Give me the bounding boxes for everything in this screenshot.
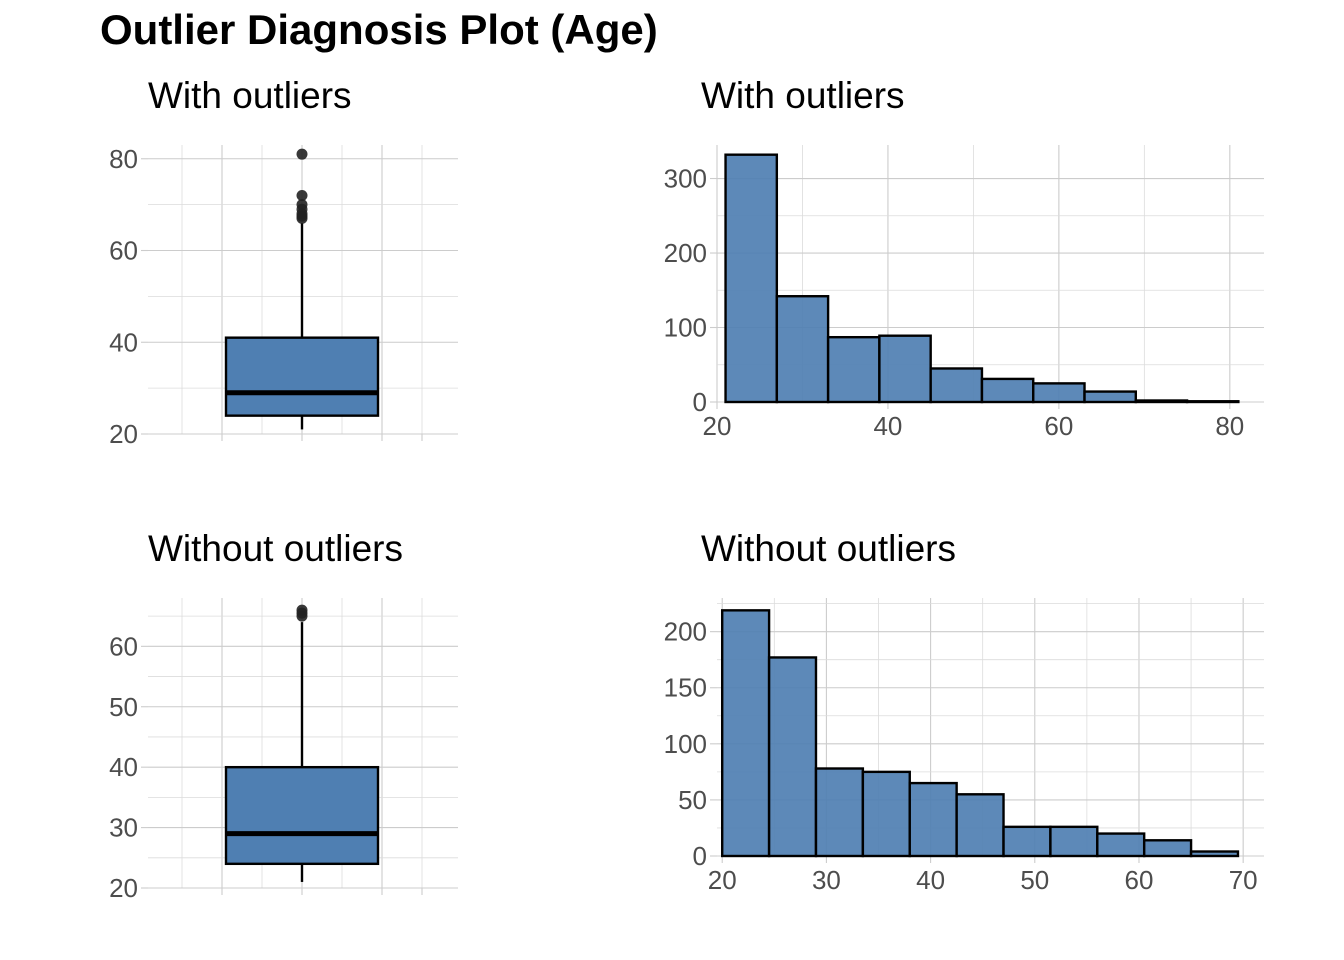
boxplot-without-outliers: 20 30 40 50 60 xyxy=(109,598,458,903)
x-tick-label: 60 xyxy=(1044,411,1073,441)
histogram-bar xyxy=(767,656,818,858)
x-tick-label: 30 xyxy=(812,865,841,895)
x-tick-label: 70 xyxy=(1229,865,1258,895)
x-tick-label: 50 xyxy=(1020,865,1049,895)
y-tick-label: 0 xyxy=(693,841,707,871)
histogram-bar xyxy=(814,767,865,858)
histogram-bar xyxy=(861,770,911,858)
box-with-title: With outliers xyxy=(148,75,352,116)
histogram-bar xyxy=(908,781,958,858)
y-tick-label: 40 xyxy=(109,752,138,782)
box-without-title: Without outliers xyxy=(148,528,403,569)
x-tick-label: 20 xyxy=(703,411,732,441)
histogram-without-outliers: 0 50 100 150 200 20 30 40 50 60 70 xyxy=(664,598,1264,895)
histogram-bar xyxy=(1002,825,1052,858)
x-tick-label: 80 xyxy=(1215,411,1244,441)
y-tick-label: 60 xyxy=(109,236,138,266)
y-tick-label: 50 xyxy=(678,785,707,815)
outlier-point xyxy=(296,604,308,616)
y-tick-label: 100 xyxy=(664,313,707,343)
histogram-bar xyxy=(775,295,830,404)
y-tick-label: 30 xyxy=(109,813,138,843)
histogram-bar xyxy=(1083,390,1137,404)
histogram-bar xyxy=(878,334,932,404)
y-tick-label: 40 xyxy=(109,327,138,357)
hist-with-title: With outliers xyxy=(701,75,905,116)
page-title: Outlier Diagnosis Plot (Age) xyxy=(100,6,658,53)
histogram-bar xyxy=(1032,382,1086,404)
histogram-bar xyxy=(1134,399,1189,404)
y-tick-label: 300 xyxy=(664,164,707,194)
histogram-bar xyxy=(721,609,771,858)
histogram-bar xyxy=(724,153,779,404)
x-tick-label: 40 xyxy=(873,411,902,441)
y-tick-label: 50 xyxy=(109,692,138,722)
y-tick-label: 20 xyxy=(109,419,138,449)
x-tick-label: 60 xyxy=(1125,865,1154,895)
y-tick-label: 100 xyxy=(664,729,707,759)
histogram-bar xyxy=(929,367,984,404)
hist-without-title: Without outliers xyxy=(701,528,956,569)
histogram-bar xyxy=(955,793,1005,858)
outlier-point xyxy=(296,189,308,201)
x-tick-label: 40 xyxy=(916,865,945,895)
histogram-bar xyxy=(1189,850,1240,858)
box-iqr xyxy=(224,765,380,866)
histogram-bar xyxy=(826,335,881,404)
y-tick-label: 200 xyxy=(664,617,707,647)
y-tick-label: 150 xyxy=(664,673,707,703)
x-tick-label: 20 xyxy=(708,865,737,895)
histogram-bar xyxy=(1142,839,1193,858)
histogram-with-outliers: 0 100 200 300 20 40 60 80 xyxy=(664,145,1264,441)
box-iqr xyxy=(224,336,380,417)
histogram-bar xyxy=(980,377,1035,404)
histogram-bar xyxy=(1185,400,1240,404)
boxplot-with-outliers: 20 40 60 80 xyxy=(109,144,458,449)
y-tick-label: 200 xyxy=(664,238,707,268)
y-tick-label: 0 xyxy=(693,387,707,417)
histogram-bar xyxy=(1096,832,1146,858)
outlier-point xyxy=(296,199,308,211)
outlier-point xyxy=(296,148,308,160)
y-tick-label: 60 xyxy=(109,631,138,661)
y-tick-label: 20 xyxy=(109,873,138,903)
y-tick-label: 80 xyxy=(109,144,138,174)
histogram-bar xyxy=(1049,825,1099,858)
